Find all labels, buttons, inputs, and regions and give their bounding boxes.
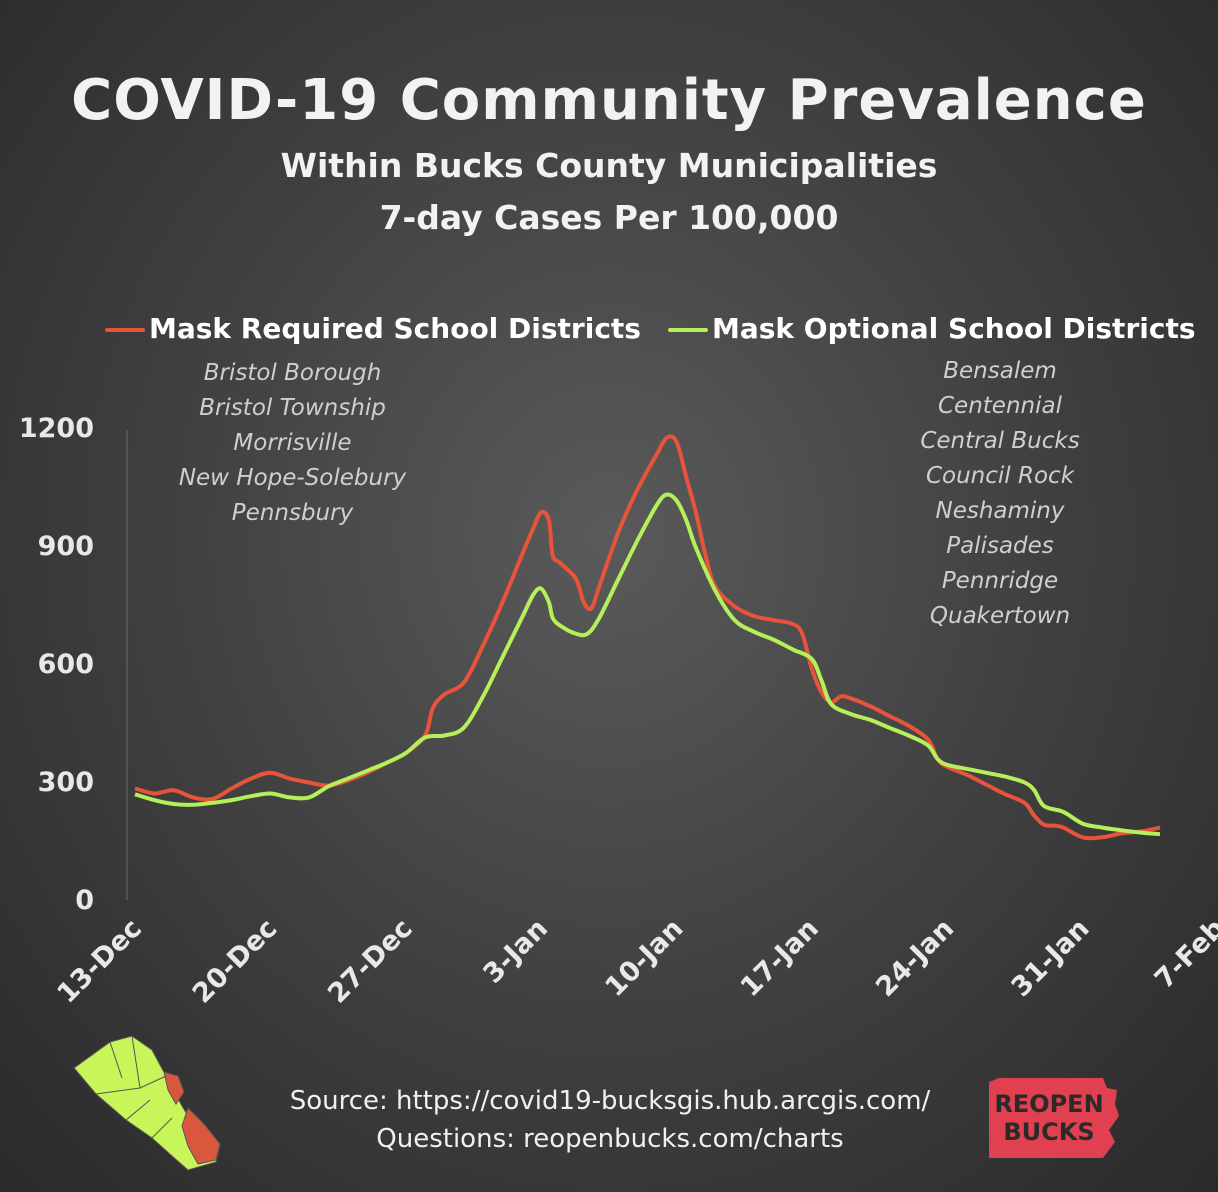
required-districts-list: Bristol Borough Bristol Township Morrisv… [150,356,435,531]
legend-required-label: Mask Required School Districts [149,312,641,345]
bucks-county-map-icon [73,1035,221,1171]
optional-district: Pennridge [941,568,1059,594]
legend-required: Mask Required School Districts [105,312,641,345]
questions-text: Questions: reopenbucks.com/charts [376,1124,844,1154]
chart-subtitle-2: 7-day Cases Per 100,000 [379,198,839,237]
y-tick-label: 300 [37,767,94,798]
y-tick-label: 600 [37,649,94,680]
legend-required-swatch [105,328,145,332]
legend-optional-swatch [668,328,708,332]
optional-districts-list: Bensalem Centennial Central Bucks Counci… [880,354,1120,634]
x-tick-label: 24-Jan [870,913,960,1003]
optional-district: Central Bucks [920,428,1080,454]
source-text: Source: https://covid19-bucksgis.hub.arc… [289,1086,931,1116]
legend-optional-label: Mask Optional School Districts [712,312,1196,345]
x-tick-label: 17-Jan [735,913,825,1003]
x-tick-label: 27-Dec [322,913,419,1010]
optional-district: Neshaminy [935,498,1065,524]
required-district: New Hope-Solebury [178,465,407,491]
legend-optional: Mask Optional School Districts [668,312,1196,345]
x-tick-label: 20-Dec [187,913,284,1010]
x-tick-label: 10-Jan [599,913,689,1003]
required-district: Bristol Borough [203,360,382,386]
logo-text: REOPEN BUCKS [985,1090,1113,1146]
x-tick-label: 7-Feb [1149,913,1218,995]
y-tick-label: 0 [75,885,94,916]
optional-district: Centennial [938,393,1062,419]
optional-district: Council Rock [925,463,1075,489]
pennsylvania-shape-icon [989,1078,1119,1158]
optional-district: Palisades [946,533,1054,559]
reopen-bucks-logo: REOPEN BUCKS [985,1078,1120,1160]
series-line-mask-required [134,434,1161,841]
required-district: Bristol Township [199,395,386,421]
required-district: Morrisville [233,430,352,456]
x-tick-label: 13-Dec [51,913,148,1010]
series-line-mask-optional [134,492,1161,837]
chart-subtitle-1: Within Bucks County Municipalities [280,146,938,185]
optional-district: Bensalem [943,358,1057,384]
logo-line-2: BUCKS [1003,1118,1095,1146]
y-tick-label: 900 [37,531,94,562]
x-tick-label: 31-Jan [1006,913,1096,1003]
y-tick-label: 1200 [18,413,94,444]
chart-title: COVID-19 Community Prevalence [71,68,1147,133]
required-district: Pennsbury [231,500,354,526]
x-tick-label: 3-Jan [477,913,554,990]
logo-line-1: REOPEN [994,1090,1104,1118]
optional-district: Quakertown [929,603,1071,629]
